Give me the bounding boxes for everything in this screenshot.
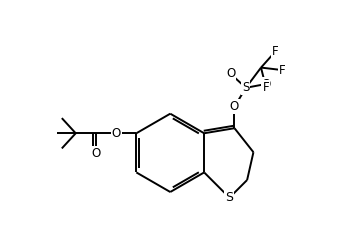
Text: S: S bbox=[225, 191, 234, 204]
Text: O: O bbox=[230, 100, 239, 113]
Text: O: O bbox=[226, 67, 235, 80]
Text: F: F bbox=[263, 81, 269, 94]
Text: S: S bbox=[242, 81, 249, 94]
Text: F: F bbox=[272, 45, 279, 58]
Text: O: O bbox=[112, 127, 121, 140]
Text: F: F bbox=[279, 64, 286, 77]
Text: O: O bbox=[91, 147, 101, 160]
Text: O: O bbox=[262, 78, 271, 90]
